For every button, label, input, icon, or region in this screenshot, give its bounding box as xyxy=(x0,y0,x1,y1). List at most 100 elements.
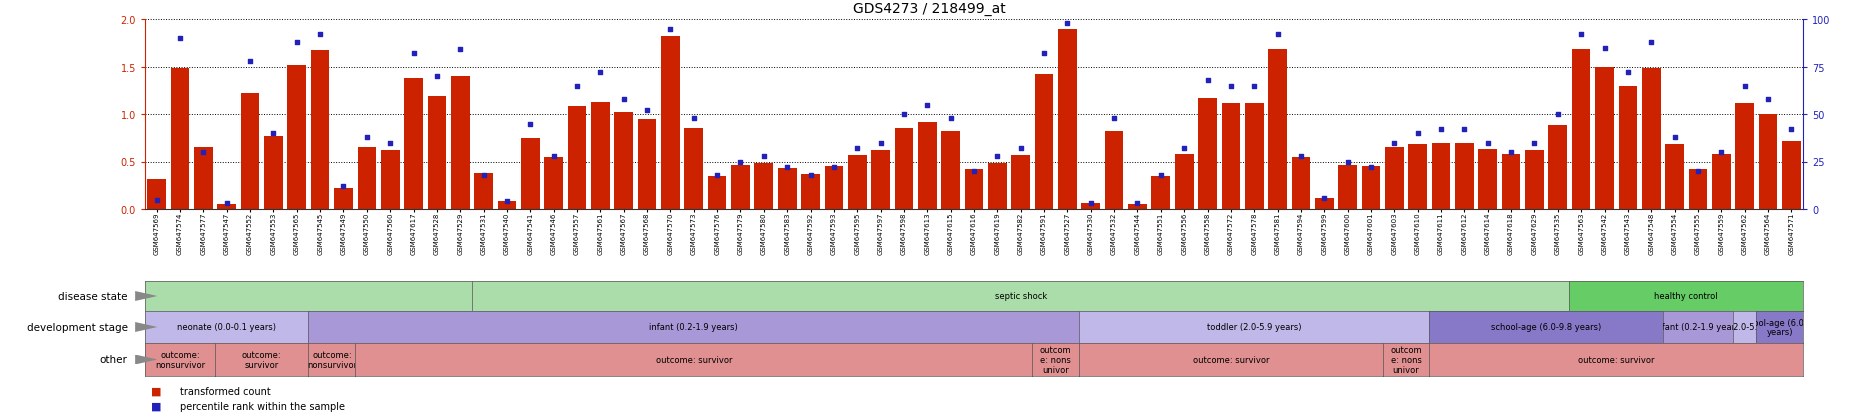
Bar xyxy=(520,138,539,209)
Bar xyxy=(498,202,516,209)
Point xyxy=(1146,172,1175,179)
Point xyxy=(748,153,778,160)
Point xyxy=(1099,115,1129,122)
Point xyxy=(726,159,756,166)
Bar xyxy=(964,170,982,209)
Bar xyxy=(847,155,865,209)
Point xyxy=(656,26,685,33)
Text: infant (0.2-1.9 years): infant (0.2-1.9 years) xyxy=(1653,323,1742,332)
Point xyxy=(1590,45,1619,52)
Bar xyxy=(1220,103,1239,209)
Point xyxy=(1448,126,1478,133)
Bar xyxy=(1127,205,1146,209)
Point xyxy=(141,197,171,203)
Bar xyxy=(825,167,843,209)
Bar xyxy=(381,151,399,209)
Point xyxy=(212,200,241,207)
Bar xyxy=(1595,67,1614,209)
Bar xyxy=(451,77,470,209)
Bar xyxy=(217,205,236,209)
Text: development stage: development stage xyxy=(26,322,128,332)
Bar xyxy=(147,179,165,209)
Text: outcome: survivor: outcome: survivor xyxy=(1192,355,1268,364)
Text: toddler (2.0-5.9 years): toddler (2.0-5.9 years) xyxy=(1697,323,1790,332)
Point xyxy=(1239,83,1268,90)
Bar xyxy=(1081,204,1099,209)
Point xyxy=(912,102,941,109)
Text: school-age (6.0-9.8
years): school-age (6.0-9.8 years) xyxy=(1738,318,1820,337)
Text: transformed count: transformed count xyxy=(180,386,271,396)
Text: outcome:
survivor: outcome: survivor xyxy=(241,350,282,369)
Text: percentile rank within the sample: percentile rank within the sample xyxy=(180,401,345,411)
Point xyxy=(329,183,358,190)
Point xyxy=(1705,150,1734,156)
Text: ■: ■ xyxy=(150,386,162,396)
Bar xyxy=(1105,132,1123,209)
Polygon shape xyxy=(136,322,158,332)
Point xyxy=(399,51,429,57)
Point xyxy=(609,96,639,103)
Text: septic shock: septic shock xyxy=(993,292,1045,301)
Bar xyxy=(357,148,375,209)
Bar xyxy=(615,113,633,209)
Bar xyxy=(1244,103,1263,209)
Point xyxy=(188,150,217,156)
Point xyxy=(631,108,661,114)
Bar xyxy=(1478,150,1497,209)
Point xyxy=(468,172,498,179)
Text: infant (0.2-1.9 years): infant (0.2-1.9 years) xyxy=(650,323,737,332)
Point xyxy=(982,153,1012,160)
Point xyxy=(1192,77,1222,84)
Bar xyxy=(637,119,656,209)
Bar xyxy=(917,122,936,209)
Point xyxy=(1426,126,1456,133)
Point xyxy=(165,36,195,42)
Bar xyxy=(754,164,773,209)
Bar xyxy=(1057,29,1077,209)
Point xyxy=(773,164,802,171)
Point xyxy=(1495,150,1525,156)
Bar xyxy=(1291,157,1309,209)
Bar xyxy=(1010,155,1029,209)
Bar xyxy=(1617,86,1636,209)
Point xyxy=(1356,164,1385,171)
Text: outcome: survivor: outcome: survivor xyxy=(656,355,732,364)
Bar xyxy=(871,151,890,209)
Text: disease state: disease state xyxy=(58,291,128,301)
Bar xyxy=(1710,154,1729,209)
Bar xyxy=(1174,154,1192,209)
Point xyxy=(1473,140,1502,147)
Bar xyxy=(310,51,329,209)
Point xyxy=(1029,51,1058,57)
Bar xyxy=(1268,50,1287,209)
Bar xyxy=(661,37,680,209)
Point xyxy=(936,115,966,122)
Point xyxy=(1541,112,1571,118)
Bar xyxy=(171,69,189,209)
Point xyxy=(351,134,381,141)
Point xyxy=(305,32,334,38)
Point xyxy=(563,83,592,90)
Bar xyxy=(1432,143,1450,209)
Point xyxy=(1636,39,1666,46)
Bar xyxy=(708,176,726,209)
Point xyxy=(1005,145,1034,152)
Bar xyxy=(591,102,609,209)
Bar xyxy=(1781,141,1799,209)
Bar xyxy=(334,189,353,209)
Bar xyxy=(544,157,563,209)
Bar xyxy=(893,129,914,209)
Bar xyxy=(778,169,797,209)
Bar xyxy=(241,94,260,209)
Point xyxy=(1565,32,1595,38)
Point xyxy=(258,131,288,137)
Point xyxy=(841,145,871,152)
Point xyxy=(1309,195,1339,202)
Bar xyxy=(193,148,212,209)
Polygon shape xyxy=(136,291,158,301)
Point xyxy=(1682,168,1712,175)
Bar xyxy=(1571,50,1590,209)
Bar xyxy=(1454,143,1473,209)
Point xyxy=(819,164,849,171)
Text: school-age (6.0-9.8 years): school-age (6.0-9.8 years) xyxy=(1489,323,1601,332)
